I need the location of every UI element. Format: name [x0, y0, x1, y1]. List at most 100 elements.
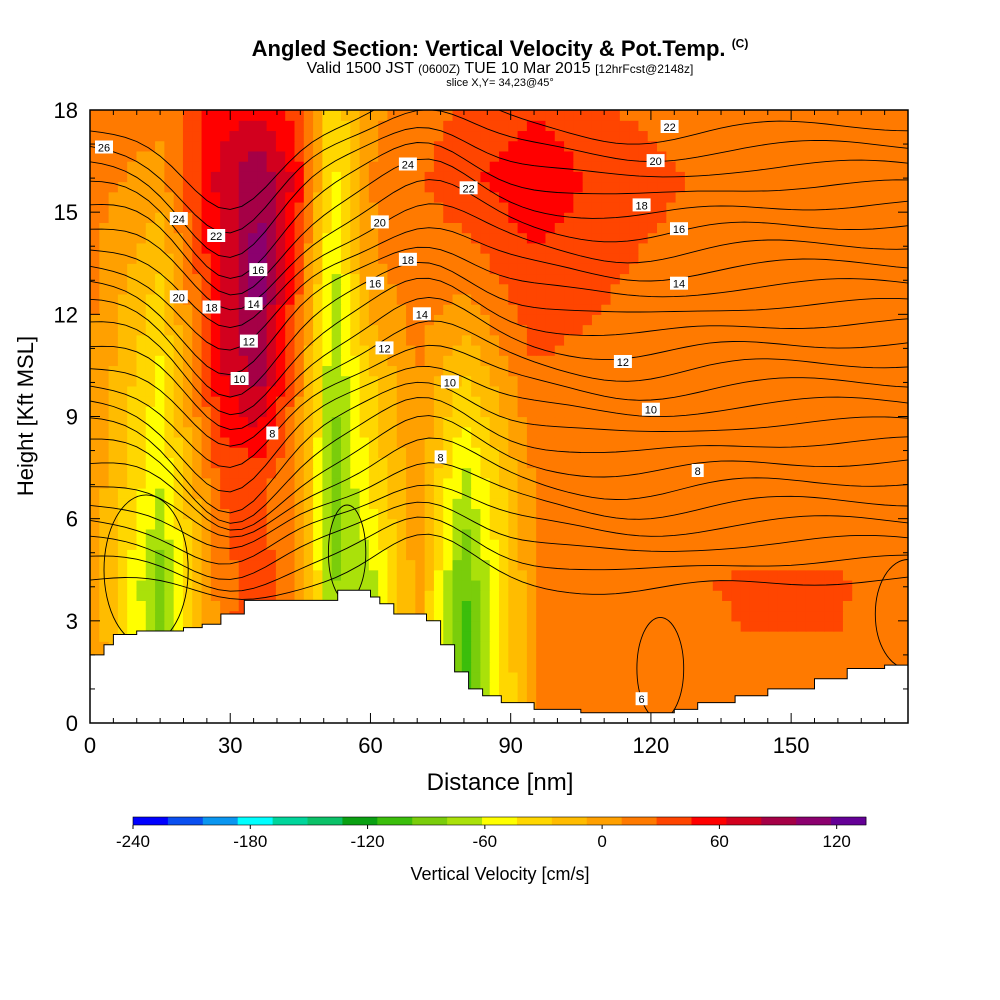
velocity-cell: [415, 375, 426, 387]
velocity-cell: [694, 365, 705, 377]
velocity-cell: [387, 242, 398, 254]
velocity-cell: [694, 488, 705, 499]
velocity-cell: [861, 488, 872, 499]
velocity-cell: [619, 293, 630, 305]
velocity-cell: [443, 610, 454, 622]
velocity-cell: [303, 304, 314, 315]
velocity-cell: [601, 436, 612, 448]
velocity-cell: [90, 549, 100, 561]
velocity-cell: [90, 406, 100, 418]
velocity-cell: [90, 324, 100, 336]
velocity-cell: [378, 508, 389, 520]
velocity-cell: [313, 518, 323, 530]
velocity-cell: [238, 416, 249, 428]
velocity-cell: [833, 201, 844, 213]
velocity-cell: [285, 385, 296, 397]
velocity-cell: [248, 324, 258, 336]
velocity-cell: [777, 242, 788, 254]
velocity-cell: [703, 559, 714, 571]
velocity-cell: [526, 682, 537, 693]
velocity-cell: [852, 457, 863, 469]
velocity-cell: [471, 406, 482, 418]
velocity-cell: [657, 620, 667, 632]
velocity-cell: [127, 620, 138, 632]
velocity-cell: [294, 150, 305, 162]
velocity-cell: [461, 212, 472, 223]
velocity-cell: [749, 559, 760, 571]
velocity-cell: [489, 293, 500, 305]
velocity-cell: [870, 181, 881, 193]
velocity-cell: [471, 682, 482, 693]
velocity-cell: [582, 528, 593, 540]
velocity-cell: [313, 569, 323, 581]
velocity-cell: [368, 181, 379, 193]
velocity-cell: [880, 641, 891, 653]
velocity-cell: [722, 436, 732, 448]
velocity-cell: [340, 150, 351, 162]
velocity-cell: [108, 150, 119, 162]
velocity-cell: [499, 242, 509, 254]
velocity-cell: [117, 406, 128, 418]
velocity-cell: [619, 467, 630, 479]
velocity-cell: [368, 293, 379, 305]
velocity-cell: [350, 181, 361, 193]
velocity-cell: [703, 385, 714, 397]
velocity-cell: [722, 406, 732, 418]
velocity-cell: [629, 171, 640, 183]
velocity-cell: [526, 140, 537, 152]
velocity-cell: [657, 671, 667, 683]
velocity-cell: [638, 518, 649, 530]
velocity-cell: [443, 222, 454, 234]
velocity-cell: [350, 293, 361, 305]
velocity-cell: [275, 212, 286, 223]
velocity-cell: [378, 365, 389, 377]
velocity-cell: [99, 273, 110, 285]
velocity-cell: [852, 385, 863, 397]
velocity-cell: [619, 161, 630, 172]
velocity-cell: [675, 610, 686, 622]
velocity-cell: [870, 365, 881, 377]
velocity-cell: [331, 559, 342, 571]
velocity-cell: [182, 396, 193, 407]
velocity-cell: [452, 426, 463, 438]
velocity-cell: [480, 171, 491, 183]
velocity-cell: [619, 334, 630, 346]
velocity-cell: [647, 426, 658, 438]
velocity-cell: [275, 263, 286, 275]
velocity-cell: [461, 477, 472, 489]
velocity-cell: [182, 365, 193, 377]
velocity-cell: [90, 559, 100, 571]
velocity-cell: [443, 161, 454, 172]
velocity-cell: [499, 528, 509, 540]
velocity-cell: [99, 620, 110, 632]
velocity-cell: [666, 457, 677, 469]
velocity-cell: [703, 355, 714, 367]
velocity-cell: [759, 396, 770, 407]
velocity-cell: [629, 600, 640, 612]
velocity-cell: [396, 436, 407, 448]
velocity-cell: [852, 334, 863, 346]
velocity-cell: [880, 477, 891, 489]
velocity-cell: [471, 671, 482, 683]
velocity-cell: [703, 150, 714, 162]
velocity-cell: [787, 590, 798, 601]
velocity-cell: [313, 416, 323, 428]
velocity-cell: [601, 161, 612, 172]
velocity-cell: [815, 498, 825, 510]
velocity-cell: [99, 488, 110, 499]
velocity-cell: [508, 508, 519, 520]
velocity-cell: [591, 212, 602, 223]
velocity-cell: [285, 559, 296, 571]
velocity-cell: [285, 181, 296, 193]
velocity-cell: [610, 396, 621, 407]
velocity-cell: [787, 150, 798, 162]
velocity-cell: [833, 161, 844, 172]
velocity-cell: [90, 150, 100, 162]
velocity-cell: [582, 324, 593, 336]
velocity-cell: [387, 355, 398, 367]
velocity-cell: [815, 273, 825, 285]
velocity-cell: [880, 620, 891, 632]
velocity-cell: [880, 651, 891, 663]
velocity-cell: [294, 171, 305, 183]
velocity-cell: [666, 263, 677, 275]
